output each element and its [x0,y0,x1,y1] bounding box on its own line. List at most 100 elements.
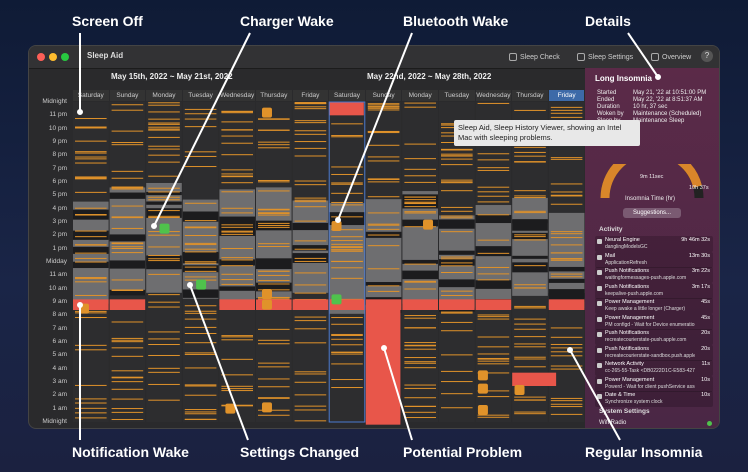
activity-item[interactable]: Push Notifications recreatecourierstate-s… [595,344,713,361]
sleep-settings-button[interactable]: Sleep Settings [577,50,633,64]
hour-label: 5 pm [52,191,67,199]
wake-tick [514,413,546,415]
activity-item[interactable]: Power Management Powerd - Wait for client… [595,375,713,392]
activity-item[interactable]: Network Activity cc-265-55-Task <DB0222D1… [595,360,713,376]
wake-tick [367,234,400,236]
wake-tick [75,252,107,254]
wake-tick [404,362,436,364]
wake-tick [184,310,217,312]
help-button[interactable]: ? [701,50,713,62]
wake-tick [477,169,510,171]
wake-tick [148,273,180,275]
wake-tick [184,262,217,264]
wake-tick [404,327,436,329]
hour-label: 9 am [52,298,67,305]
wake-tick [294,220,327,222]
wake-tick [441,294,473,296]
notification-wake-icon [477,405,488,415]
wake-tick [331,353,363,355]
wake-tick [477,360,510,362]
wake-tick [331,216,363,218]
day-header[interactable]: Friday [292,90,329,101]
minimize-button[interactable] [49,53,57,61]
wake-tick [258,280,290,282]
wake-tick [148,196,180,198]
activity-time: 10s [701,392,710,398]
activity-item[interactable]: Power Management Keep awake a little long… [595,298,713,314]
wake-tick [258,339,290,341]
hour-label: 1 am [52,404,67,412]
wake-tick [148,123,180,125]
notification-wake-icon [477,383,488,394]
wake-tick [75,214,107,216]
sleep-block [182,265,219,273]
detail-value: 10 hr, 37 sec [633,104,668,110]
wake-tick [514,155,546,157]
wake-tick [514,146,546,148]
week-label-2: May 22nd, 2022 ~ May 28th, 2022 [367,72,492,81]
wake-tick [111,216,144,218]
overview-button[interactable]: Overview [651,50,691,64]
zoom-button[interactable] [61,53,69,61]
insomnia-band [73,299,109,310]
wake-tick [111,376,144,378]
wake-tick [441,393,473,395]
activity-item[interactable]: Mail ApplicationRefresh 13m 30s [595,251,713,268]
day-header[interactable]: Thursday [512,90,548,101]
wake-tick [331,247,363,249]
title-bar: Sleep Aid Sleep Check Sleep Settings Ove… [29,46,719,69]
activity-item[interactable]: Push Notifications waitingformessages-pus… [595,267,713,283]
day-header[interactable]: Sunday [109,90,146,101]
sleep-block [292,222,329,231]
wake-tick [111,109,144,111]
activity-item[interactable]: Power Management PM configd - Wait for De… [595,313,713,330]
wake-tick [514,284,546,286]
wake-tick [258,129,290,131]
wake-tick [75,294,107,296]
wake-tick [550,327,583,329]
wake-tick [367,144,400,146]
wake-tick [331,204,363,206]
wake-tick [477,195,510,197]
day-header[interactable]: Friday [548,90,585,101]
day-header[interactable]: Monday [402,90,438,101]
hour-label: 1 pm [52,244,67,252]
wake-tick [148,104,180,106]
wake-tick [514,265,546,267]
tooltip: Sleep Aid, Sleep History Viewer, showing… [454,120,640,146]
wake-tick [441,148,473,150]
wake-tick [148,154,180,156]
activity-item[interactable]: Neural Engine danglingModelsGC 9h 46m 32s [595,236,713,252]
insomnia-band [109,299,146,310]
settings-changed-icon [196,279,207,290]
close-button[interactable] [37,53,45,61]
wake-tick [294,206,327,208]
day-header[interactable]: Wednesday [475,90,512,101]
day-header[interactable]: Saturday [73,90,109,101]
wake-tick [404,202,436,204]
wake-tick [477,396,510,398]
wake-tick [184,394,217,396]
hour-label: 7 pm [52,164,67,172]
activity-item[interactable]: Date & Time Synchronize system clock 10s [595,391,713,407]
wake-tick [514,236,546,238]
notification-wake-icon [261,107,272,118]
wake-tick [258,414,290,416]
wake-tick [331,344,363,346]
suggestions-button[interactable]: Suggestions... [623,208,681,218]
sleep-check-button[interactable]: Sleep Check [509,50,560,64]
day-header[interactable]: Tuesday [439,90,475,101]
activity-name: Network Activity [605,361,644,367]
wake-tick [331,166,363,168]
notification-wake-icon [78,303,89,314]
wake-tick [184,126,217,128]
notification-wake-icon [514,385,525,395]
activity-item[interactable]: Push Notifications keepalive-push.apple.c… [595,282,713,299]
wake-tick [148,148,180,150]
wake-tick [148,258,180,260]
wake-tick [221,336,253,338]
day-header[interactable]: Thursday [256,90,292,101]
wake-tick [258,141,290,143]
wake-tick [75,278,107,280]
activity-item[interactable]: Push Notifications recreatecourierstate-p… [595,329,713,345]
